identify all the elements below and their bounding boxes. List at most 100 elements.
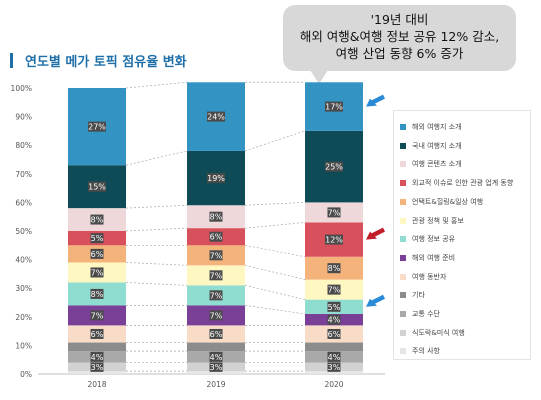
legend-swatch	[400, 198, 406, 205]
data-label: 27%	[88, 123, 106, 132]
segment-connector	[125, 262, 188, 266]
legend-item: 여행 콘텐츠 소개	[400, 158, 462, 170]
data-label: 4%	[91, 353, 104, 362]
segment-connector	[125, 227, 188, 232]
data-label: 5%	[91, 234, 104, 243]
data-label: 3%	[328, 363, 341, 372]
data-label-bg	[327, 301, 341, 312]
y-tick-label: 20%	[15, 313, 32, 322]
data-label: 5%	[328, 303, 341, 312]
data-label: 7%	[91, 268, 104, 277]
legend-label: 주의 사항	[412, 347, 440, 356]
arrow-head	[366, 298, 377, 307]
legend-swatch	[400, 292, 406, 299]
bar-segment	[187, 371, 245, 374]
segment-connector	[125, 81, 188, 89]
data-label-bg	[90, 267, 104, 278]
legend-swatch	[400, 311, 406, 317]
arrow-shaft	[370, 227, 386, 238]
legend-swatch	[400, 217, 406, 224]
data-label-bg	[88, 181, 106, 192]
segment-connector	[244, 284, 306, 300]
arrow-shaft	[370, 94, 386, 105]
data-label-bg	[209, 250, 223, 261]
legend-swatch	[400, 124, 406, 130]
legend-label: 국내 여행지 소개	[412, 141, 462, 150]
data-label: 25%	[325, 163, 343, 172]
legend-item: 해외 여행지 소개	[400, 121, 462, 133]
data-label: 8%	[91, 216, 104, 225]
data-label: 3%	[210, 363, 223, 372]
legend-item: 여행 정보 공유	[400, 233, 455, 245]
data-label: 6%	[210, 330, 223, 339]
data-label-bg	[209, 231, 223, 242]
legend-swatch	[400, 161, 406, 168]
legend-item: 주의 사항	[400, 345, 440, 357]
data-label: 24%	[207, 113, 225, 122]
y-tick-label: 0%	[20, 370, 32, 379]
legend-item: 기타	[400, 289, 425, 301]
data-label: 7%	[210, 291, 223, 300]
data-label: 7%	[210, 311, 223, 320]
data-label: 7%	[328, 208, 341, 217]
legend-item: 여행 동반자	[400, 271, 446, 283]
data-label-bg	[327, 284, 341, 295]
data-label-bg	[90, 328, 104, 339]
segment-connector	[244, 222, 306, 229]
legend-item: 식도락&미식 여행	[400, 327, 465, 339]
legend-swatch	[400, 348, 406, 355]
legend-item: 관광 정책 및 홍보	[400, 215, 464, 227]
legend-label: 여행 동반자	[412, 272, 447, 281]
data-label: 7%	[91, 311, 104, 320]
callout-tail	[310, 70, 328, 84]
data-label: 12%	[325, 236, 343, 245]
data-label: 4%	[210, 353, 223, 362]
data-label-bg	[325, 101, 343, 112]
y-tick-label: 70%	[15, 170, 32, 179]
bar-segment	[305, 342, 363, 352]
segment-connector	[244, 244, 306, 258]
bar-segment	[68, 371, 126, 374]
arrow-head	[366, 231, 377, 240]
data-label-bg	[90, 310, 104, 321]
legend-label: 외교적 이슈로 인한 관광 업계 동향	[412, 179, 514, 188]
data-label: 4%	[328, 316, 341, 325]
x-tick-label: 2019	[206, 380, 225, 389]
data-label: 8%	[91, 290, 104, 299]
segment-connector	[244, 305, 306, 315]
x-tick-label: 2020	[324, 380, 343, 389]
segment-connector	[244, 130, 306, 152]
data-label: 6%	[91, 250, 104, 259]
data-label-bg	[90, 233, 104, 244]
legend-item: 외교적 이슈로 인한 관광 업계 동향	[400, 177, 513, 189]
data-label-bg	[327, 207, 341, 218]
y-tick-label: 100%	[11, 84, 32, 93]
y-tick-label: 90%	[15, 113, 32, 122]
data-label-bg	[209, 351, 223, 362]
data-label-bg	[209, 328, 223, 339]
data-label-bg	[327, 361, 341, 372]
y-tick-label: 80%	[15, 141, 32, 150]
legend-label: 식도락&미식 여행	[412, 328, 465, 337]
data-label: 6%	[328, 330, 341, 339]
legend-label: 언택트&힐링&일상 여행	[412, 197, 484, 206]
data-label-bg	[325, 161, 343, 172]
data-label-bg	[325, 234, 343, 245]
data-label-bg	[209, 270, 223, 281]
data-label-bg	[209, 310, 223, 321]
y-tick-label: 10%	[15, 341, 32, 350]
y-tick-label: 50%	[15, 227, 32, 236]
page-title: 연도별 메가 토픽 점유율 변화	[25, 54, 187, 70]
segment-connector	[125, 282, 188, 286]
data-label-bg	[207, 111, 225, 122]
bar-segment	[187, 342, 245, 352]
legend-item: 해외 여행 준비	[400, 252, 455, 264]
data-label: 7%	[210, 271, 223, 280]
data-label: 6%	[210, 233, 223, 242]
data-label: 6%	[91, 330, 104, 339]
data-label: 17%	[325, 103, 343, 112]
legend-label: 해외 여행 준비	[412, 253, 456, 262]
segment-connector	[125, 204, 188, 209]
